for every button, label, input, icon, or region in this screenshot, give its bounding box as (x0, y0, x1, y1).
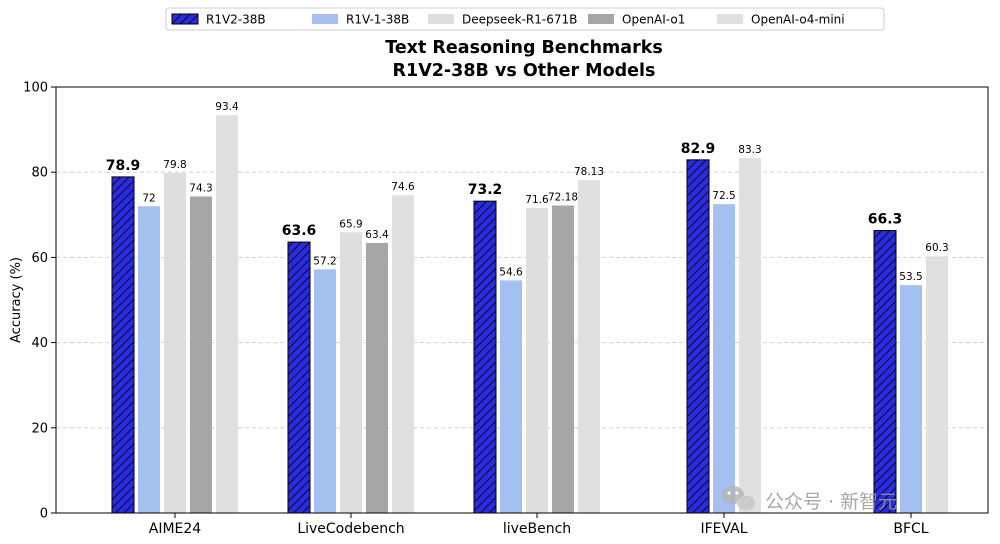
legend-label: OpenAI-o1 (622, 13, 685, 27)
legend-label: OpenAI-o4-mini (751, 13, 845, 27)
bar-value-label: 72 (142, 192, 155, 204)
bar (900, 285, 922, 513)
y-tick-label: 0 (40, 507, 48, 522)
bar (190, 196, 212, 513)
bar (314, 269, 336, 513)
bar-value-label: 74.3 (189, 182, 212, 194)
watermark-text: 公众号 · 新智元 (765, 491, 897, 513)
bar-value-label: 93.4 (215, 101, 239, 113)
chart-title: Text Reasoning Benchmarks (385, 38, 663, 58)
bar (473, 200, 497, 514)
bar-value-label: 83.3 (738, 144, 761, 156)
bar (739, 158, 761, 513)
bar (287, 241, 311, 514)
watermark: 公众号 · 新智元 (722, 486, 897, 513)
bar (686, 159, 710, 514)
bar (873, 230, 897, 514)
y-tick-label: 100 (23, 81, 48, 96)
legend-label: R1V2-38B (206, 13, 266, 27)
bar-value-label: 72.18 (548, 192, 578, 204)
bar-value-label: 57.2 (313, 255, 336, 267)
legend-box (165, 7, 885, 31)
x-tick-label: LiveCodebench (297, 521, 404, 537)
bar (216, 115, 238, 513)
bar-value-label: 54.6 (499, 266, 523, 278)
bar-value-label: 71.6 (525, 194, 549, 206)
bar-value-label: 63.6 (282, 223, 317, 239)
bar (138, 206, 160, 513)
bar-value-label: 65.9 (339, 218, 362, 230)
bar-value-label: 79.8 (163, 159, 186, 171)
bar (926, 256, 948, 513)
value-labels: 78.9 72 79.874.3 93.4 63.6 57.2 65.963.4 74.6 73… (106, 101, 949, 283)
bar-value-label: 53.5 (899, 271, 922, 283)
y-tick-label: 60 (31, 251, 48, 266)
bar (578, 180, 600, 513)
legend-swatch (171, 13, 199, 25)
legend-swatch (717, 14, 743, 24)
legend-swatch (312, 14, 338, 24)
x-tick-label: IFEVAL (700, 521, 747, 537)
bar (366, 242, 388, 513)
bar (340, 232, 362, 514)
bar-value-label: 78.9 (106, 158, 141, 174)
bar-value-label: 74.6 (391, 181, 415, 193)
y-axis-title: Accuracy (%) (9, 257, 24, 343)
bar (552, 205, 574, 514)
bar (500, 280, 522, 513)
x-tick-label: AIME24 (149, 521, 202, 537)
legend-swatch (428, 14, 454, 24)
bar-value-label: 72.5 (712, 190, 735, 202)
y-tick-label: 40 (31, 336, 48, 351)
y-tick-label: 80 (31, 166, 48, 181)
wechat-icon (722, 486, 755, 511)
bar (526, 207, 548, 513)
x-tick-label: liveBench (503, 521, 571, 537)
bar-value-label: 78.13 (574, 166, 604, 178)
chart-subtitle: R1V2-38B vs Other Models (393, 61, 656, 81)
bar-value-label: 73.2 (468, 182, 503, 198)
bar-value-label: 63.4 (365, 229, 389, 241)
axes: 0 20 40 60 80 100 AIME24 LiveCodebench liveBench… (23, 81, 989, 537)
x-tick-label: BFCL (893, 521, 928, 537)
plot-frame (55, 86, 989, 514)
bar-value-label: 60.3 (925, 242, 948, 254)
y-tick-label: 20 (31, 421, 48, 436)
bars (111, 115, 948, 514)
bar (164, 173, 186, 513)
bar-value-label: 82.9 (681, 141, 716, 157)
legend-label: R1V-1-38B (346, 13, 409, 27)
legend: R1V2-38B R1V-1-38B Deepseek-R1-671B OpenAI-… (165, 7, 885, 31)
bar-value-label: 66.3 (868, 212, 903, 228)
legend-swatch (588, 14, 614, 24)
bar (392, 195, 414, 514)
legend-label: Deepseek-R1-671B (462, 13, 577, 27)
bar (713, 204, 735, 513)
bar (111, 176, 135, 514)
